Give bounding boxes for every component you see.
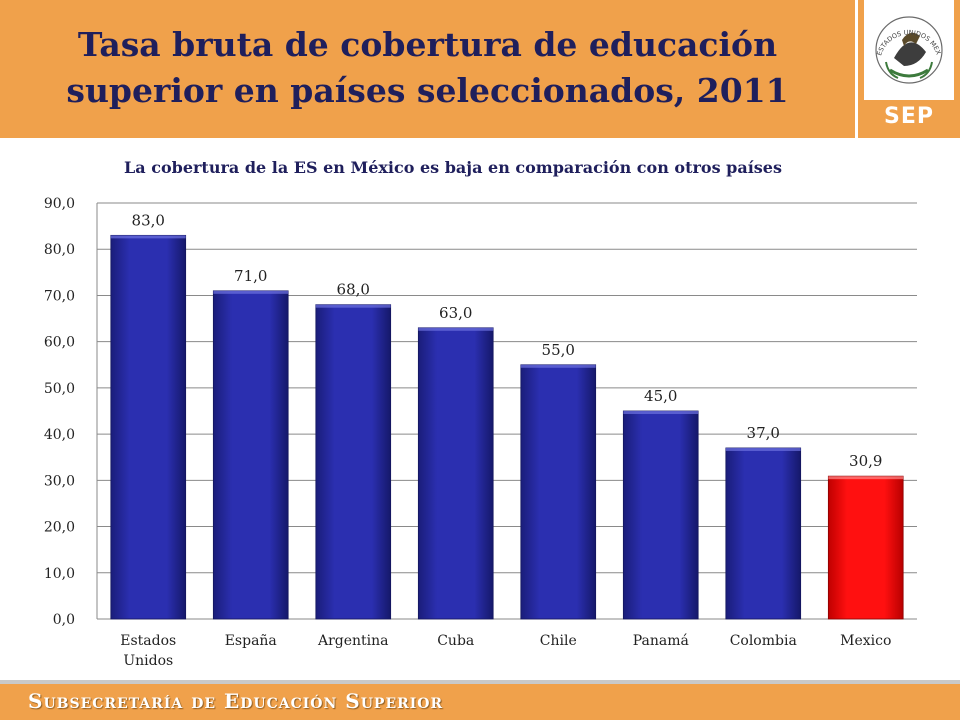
data-label: 37,0 xyxy=(747,424,780,442)
y-tick-label: 60,0 xyxy=(44,335,75,351)
x-tick-label: Colombia xyxy=(730,633,797,649)
bar-cuba xyxy=(417,327,494,620)
x-tick-label: Estados xyxy=(120,633,176,649)
bar-top-highlight xyxy=(623,411,699,414)
bar-españa xyxy=(212,290,289,620)
y-tick-label: 40,0 xyxy=(44,427,75,443)
y-tick-label: 80,0 xyxy=(44,242,75,258)
bar-top-highlight xyxy=(418,327,494,331)
footer-text: Subsecretaría de Educación Superior xyxy=(28,689,444,713)
bar-chart: 0,0 10,0 20,0 30,0 40,0 50,0 60,0 70,0 80,0 90,0 8… xyxy=(44,196,917,669)
bar-top-highlight xyxy=(213,290,289,294)
data-label: 83,0 xyxy=(132,211,165,229)
bar-top-highlight xyxy=(110,235,186,239)
bar-estados-unidos xyxy=(110,234,187,620)
bar-argentina xyxy=(315,304,392,620)
title-banner: Tasa bruta de cobertura de educación sup… xyxy=(0,0,855,138)
y-tick-label: 20,0 xyxy=(44,520,75,536)
y-tick-label: 50,0 xyxy=(44,381,75,397)
x-tick-label: Mexico xyxy=(840,633,891,649)
sep-label: SEP xyxy=(884,104,934,129)
bar-top-highlight xyxy=(520,364,596,368)
bar-top-highlight xyxy=(315,304,391,308)
page-title: Tasa bruta de cobertura de educación sup… xyxy=(66,25,789,110)
x-tick-label: Argentina xyxy=(317,633,389,649)
y-tick-label: 0,0 xyxy=(53,612,75,628)
bar-chile xyxy=(520,364,597,620)
y-tick-label: 90,0 xyxy=(44,196,75,212)
footer-bar: Subsecretaría de Educación Superior xyxy=(0,680,960,720)
bar-mexico xyxy=(827,475,904,620)
x-tick-label: España xyxy=(225,633,277,649)
x-tick-label: Cuba xyxy=(437,633,474,649)
y-tick-label: 30,0 xyxy=(44,473,75,489)
bar-colombia xyxy=(725,447,802,620)
chart-subtitle: La cobertura de la ES en México es baja … xyxy=(124,158,782,177)
bar-panamá xyxy=(622,410,699,620)
data-label: 71,0 xyxy=(234,267,267,285)
data-label: 55,0 xyxy=(542,341,575,359)
footer-divider xyxy=(0,680,960,684)
data-label: 63,0 xyxy=(439,304,472,322)
data-label: 30,9 xyxy=(849,452,882,470)
y-tick-label: 10,0 xyxy=(44,566,75,582)
y-tick-label: 70,0 xyxy=(44,288,75,304)
x-tick-label: Unidos xyxy=(123,653,173,669)
x-tick-label: Panamá xyxy=(633,633,689,649)
data-label: 45,0 xyxy=(644,387,677,405)
sep-logo-panel: ESTADOS UNIDOS MEXICANOS SEP xyxy=(858,0,960,138)
x-tick-label: Chile xyxy=(540,633,577,649)
bar-top-highlight xyxy=(725,447,801,451)
mexican-coat-of-arms-logo: ESTADOS UNIDOS MEXICANOS xyxy=(861,0,954,100)
bar-top-highlight xyxy=(828,476,904,480)
data-label: 68,0 xyxy=(337,281,370,299)
